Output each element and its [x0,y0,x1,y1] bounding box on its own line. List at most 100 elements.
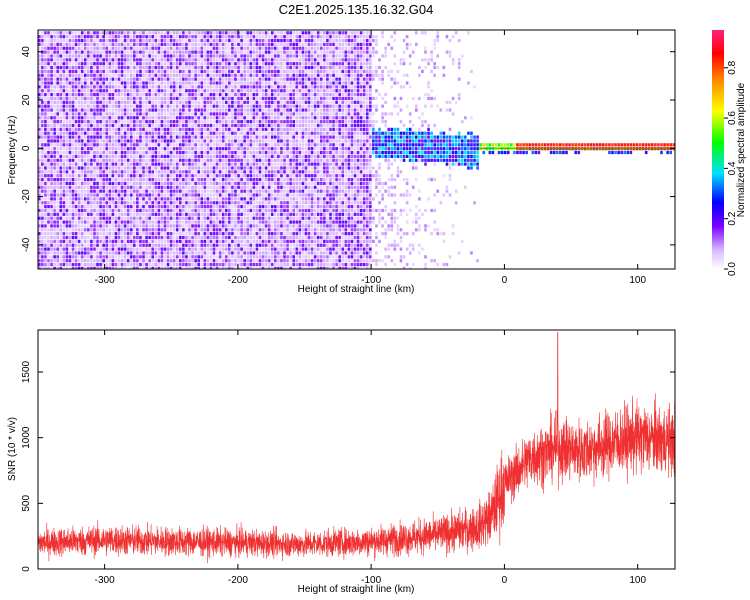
spectrogram-cell [221,162,225,166]
spectrogram-cell [231,235,234,240]
spectrogram-cell [249,85,253,89]
spectrogram-cell [258,93,262,97]
spectrogram-cell [252,100,256,104]
spectrogram-cell [191,46,194,50]
spectrogram-cell [74,58,78,62]
spectrogram-cell [136,239,139,243]
spectrogram-cell [240,96,243,101]
spectrogram-cell [139,135,142,139]
spectrogram-cell [166,170,170,174]
spectrogram-cell [270,54,274,58]
spectrogram-cell [50,62,53,66]
spectrogram-cell [77,46,81,50]
spectrogram-cell [163,212,167,216]
spectrogram-cell [264,108,268,112]
spectrogram-cell [261,35,265,39]
spectrogram-cell [53,220,56,224]
spectrogram-cell [231,131,234,135]
spectrogram-cell [252,262,256,267]
spectrogram-cell [169,62,173,66]
spectrogram-cell [151,46,155,50]
spectrogram-cell [221,42,225,46]
spectrogram-cell [68,89,72,93]
spectrogram-cell [123,232,127,236]
spectrogram-cell [102,131,105,135]
spectrogram-cell [267,216,271,220]
spectrogram-cell [277,239,280,243]
spectrogram-cell [169,139,173,143]
spectrogram-cell [169,158,173,162]
spectrogram-cell [53,205,56,209]
spectrogram-cell [77,108,81,112]
spectrogram-cell [99,89,102,93]
spectrogram-cell [221,166,225,170]
spectrogram-cell [68,208,72,213]
spectrogram-cell [108,170,112,174]
spectrogram-cell [90,104,93,108]
spectrogram-cell [65,96,69,101]
spectrogram-cell [38,201,41,205]
spectrogram-cell [243,266,246,269]
spectrogram-cell [93,139,96,143]
spectrogram-cell [111,162,115,166]
spectrogram-cell [218,220,222,224]
spectrogram-cell [136,174,139,178]
spectrogram-cell [56,189,59,193]
spectrogram-cell [117,174,121,178]
spectrogram-cell [218,127,222,131]
spectrogram-cell [274,251,277,255]
spectrogram-cell [114,220,118,224]
spectrogram-cell [47,228,50,232]
spectrogram-cell [237,96,240,101]
spectrogram-cell [237,228,240,232]
spectrogram-cell [38,208,41,213]
spectrogram-cell [169,112,173,116]
spectrogram-cell [154,228,158,232]
spectrogram-cell [160,62,164,66]
spectrogram-cell [44,131,47,135]
spectrogram-cell [80,116,84,120]
spectrogram-cell [264,89,268,93]
spectrogram-cell [212,262,216,267]
spectrogram-cell [203,235,207,240]
spectrogram-cell [117,220,121,224]
spectrogram-cell [90,35,93,39]
spectrogram-cell [117,197,121,201]
spectrogram-cell [68,224,72,228]
spectrogram-cell [188,120,191,124]
spectrogram-cell [252,239,256,243]
spectrogram-cell [96,205,99,209]
spectrogram-cell [194,89,197,93]
spectrogram-cell [93,135,96,139]
spectrogram-cell [197,143,200,147]
spectrogram-cell [267,69,271,74]
spectrogram-cell [93,112,96,116]
spectrogram-cell [93,239,96,243]
spectrogram-cell [175,54,179,58]
spectrogram-cell [87,135,90,139]
spectrogram-cell [142,259,145,263]
spectrogram-cell [191,139,194,143]
spectrogram-cell [182,170,185,174]
spectrogram-cell [99,65,102,70]
spectrogram-cell [129,116,133,120]
spectrogram-cell [44,259,47,263]
spectrogram-cell [240,216,243,220]
spectrogram-cell [59,208,63,213]
spectrogram-cell [133,208,136,213]
spectrogram-cell [163,224,167,228]
spectrogram-cell [59,35,63,39]
spectrogram-cell [151,177,155,182]
spectrogram-cell [41,224,44,228]
spectrogram-cell [264,170,268,174]
spectrogram-cell [228,228,231,232]
spectrogram-cell [53,135,56,139]
spectrogram-cell [87,143,90,147]
spectrogram-cell [136,220,139,224]
spectrogram-cell [68,255,72,259]
spectrogram-cell [99,120,102,124]
spectrogram-cell [185,208,188,213]
spectrogram-cell [38,35,41,39]
spectrogram-cell [215,77,219,81]
spectrogram-cell [47,262,50,267]
